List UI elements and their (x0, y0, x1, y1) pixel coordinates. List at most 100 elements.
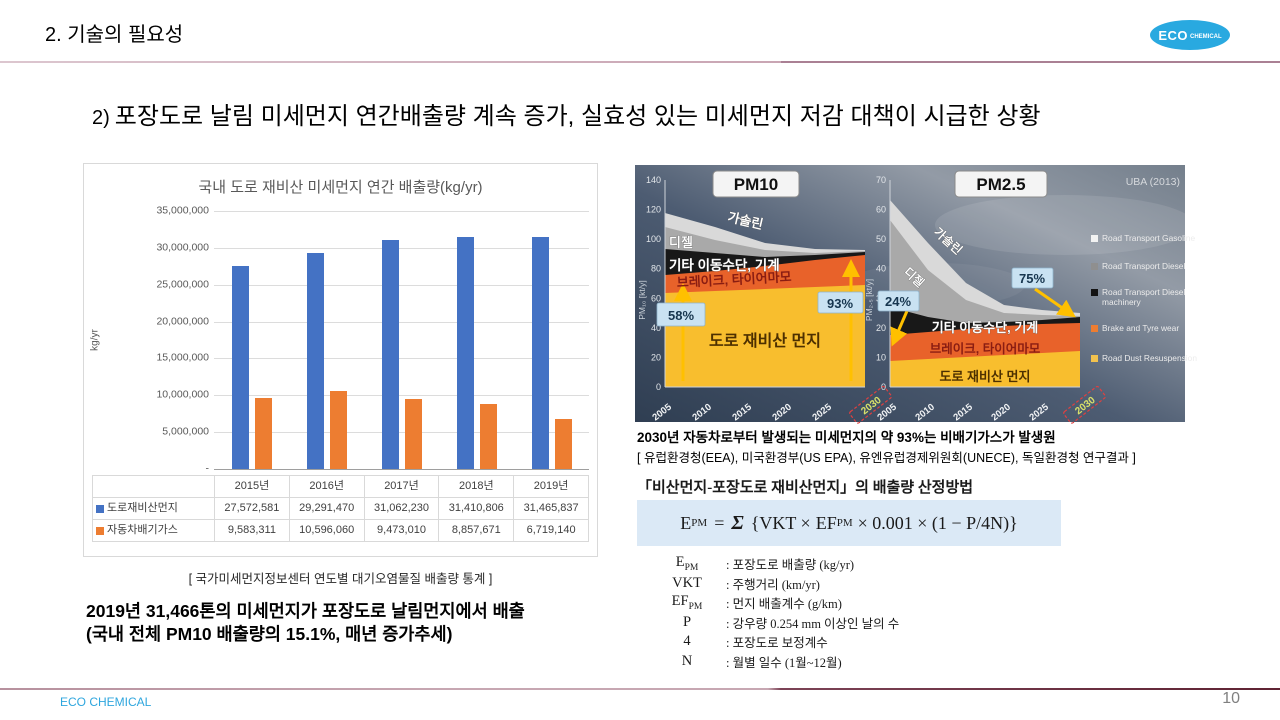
y-axis-gutter: kg/yr 35,000,000 30,000,000 25,000,000 20,0… (89, 204, 214, 474)
bar-group (439, 211, 514, 469)
definition-symbol: N (681, 652, 693, 669)
formula-mid: {VKT × (750, 512, 811, 533)
pm10-yticks: 140 120 100 80 60 40 20 0 (646, 175, 661, 392)
svg-text:50: 50 (876, 234, 886, 244)
pm25-pct-left: 24% (877, 290, 920, 312)
legend-swatch (1091, 325, 1098, 332)
table-value-cell: 9,473,010 (364, 520, 440, 542)
chart-source-caption: [ 국가미세먼지정보센터 연도별 대기오염물질 배출량 통계 ] (188, 572, 493, 586)
y-tick-label: 5,000,000 (162, 425, 209, 438)
definition-symbol: EPM (675, 554, 699, 574)
definition-description: : 월별 일수 (1월~12월) (726, 655, 842, 670)
formula-lhs: E (680, 512, 692, 533)
definition-symbol: P (682, 613, 692, 630)
svg-text:PM2.5: PM2.5 (976, 175, 1025, 194)
pm25-label-brake: 브레이크, 타이어마모 (930, 341, 1041, 356)
y-tick-label: 25,000,000 (156, 278, 209, 291)
gridline (214, 395, 589, 397)
svg-text:75%: 75% (1019, 271, 1045, 286)
footer-divider (0, 688, 1280, 690)
figure-legend: Road Transport Gasoline Road Transport Di… (1091, 233, 1197, 363)
y-axis-title: kg/yr (89, 329, 101, 351)
emissions-chart-panel: 국내 도로 재비산 미세먼지 연간 배출량(kg/yr) kg/yr 35,00… (83, 163, 598, 557)
svg-text:machinery: machinery (1102, 297, 1141, 307)
figure-caption: 2030년 자동차로부터 발생되는 미세먼지의 약 93%는 비배기가스가 발생… (637, 426, 1193, 466)
svg-text:Brake and Tyre wear: Brake and Tyre wear (1102, 323, 1179, 333)
bar (306, 253, 324, 469)
svg-text:60: 60 (876, 205, 886, 215)
pm25-axis-title: PM₂.₅ [kt/y] (864, 279, 874, 321)
figure-caption-bold: 2030년 자동차로부터 발생되는 미세먼지의 약 93%는 비배기가스가 발생… (637, 430, 1056, 445)
definition-row: VKT: 주행거리 (km/yr) (648, 574, 1066, 594)
y-tick-label: 20,000,000 (156, 314, 209, 327)
bar-group (514, 211, 589, 469)
table-value-cell: 31,465,837 (514, 498, 589, 520)
table-value-cell: 31,062,230 (364, 498, 440, 520)
gridline (214, 321, 589, 323)
bar (329, 390, 347, 469)
bar (404, 399, 422, 469)
svg-text:Road Transport Diesel: Road Transport Diesel (1102, 287, 1185, 297)
figure-source: UBA (2013) (1126, 176, 1180, 188)
y-tick-label: 10,000,000 (156, 388, 209, 401)
bar (254, 398, 272, 469)
chart-area: kg/yr 35,000,000 30,000,000 25,000,000 20,0… (89, 204, 589, 474)
definition-row: P: 강우량 0.254 mm 이상인 날의 수 (648, 613, 1066, 633)
pm25-label-dust: 도로 재비산 먼지 (940, 369, 1031, 384)
svg-text:60: 60 (651, 293, 661, 303)
definition-description: : 포장도로 보정계수 (726, 636, 828, 651)
gridline (214, 247, 589, 249)
gridline (214, 284, 589, 286)
bar (456, 237, 474, 469)
chart-title: 국내 도로 재비산 미세먼지 연간 배출량(kg/yr) (198, 179, 483, 196)
svg-text:Road Transport Diesel: Road Transport Diesel (1102, 261, 1185, 271)
bar-group (289, 211, 364, 469)
svg-text:20: 20 (876, 323, 886, 333)
table-corner (93, 476, 215, 498)
table-value-cell: 10,596,060 (289, 520, 365, 542)
bar (531, 237, 549, 469)
table-value-cell: 8,857,671 (439, 520, 515, 542)
pm10-title: PM10 (712, 170, 800, 198)
svg-text:58%: 58% (668, 308, 694, 323)
page-number: 10 (1222, 690, 1240, 707)
chart-table: 2015년 2016년 2017년 2018년 2019년 도로재비산먼지 27,572,5… (92, 475, 589, 542)
figure-caption-source: [ 유럽환경청(EEA), 미국환경부(US EPA), 유엔유럽경제위원회(U… (637, 451, 1136, 465)
y-tick-label: - (205, 462, 210, 475)
pm25-left-arrow (890, 310, 909, 347)
page-title: 2. 기술의 필요성 (45, 24, 184, 46)
bar (381, 240, 399, 469)
pm10-label-dust: 도로 재비산 먼지 (709, 332, 821, 350)
formula-lhs-sub: PM (691, 517, 708, 529)
definitions: EPM: 포장도로 배출량 (kg/yr) VKT: 주행거리 (km/yr) EF… (648, 554, 1066, 671)
legend-swatch (1091, 235, 1098, 242)
table-series-label: 자동차배기가스 (93, 520, 215, 542)
pm25-right-arrow (1034, 287, 1076, 318)
gridline (214, 469, 589, 470)
svg-text:100: 100 (646, 234, 661, 244)
pm10-label-diesel: 디젤 (669, 235, 693, 250)
definition-description: : 포장도로 배출량 (kg/yr) (726, 558, 855, 573)
svg-text:Road Dust Resuspension: Road Dust Resuspension (1102, 353, 1197, 363)
table-value-cell: 27,572,581 (215, 498, 290, 520)
key-finding-line2: (국내 전체 PM10 배출량의 15.1%, 매년 증가추세) (86, 624, 453, 645)
legend-swatch (1091, 355, 1098, 362)
svg-text:120: 120 (646, 205, 661, 215)
definition-symbol: 4 (683, 633, 691, 650)
svg-text:24%: 24% (885, 294, 911, 309)
bar-groups (214, 211, 589, 469)
pm10-label-brake: 브레이크, 타이어마모 (676, 269, 792, 290)
formula-ef: EF (815, 512, 837, 533)
pm10-pct-right: 93% (817, 291, 864, 314)
cloud-shape (935, 195, 1195, 255)
formula-tail: × 0.001 × (1 − P/4N)} (857, 512, 1018, 533)
gridline (214, 211, 589, 212)
footer-brand: ECO CHEMICAL (60, 695, 152, 709)
svg-text:70: 70 (876, 175, 886, 185)
bar-ylabels: 35,000,000 30,000,000 25,000,000 20,000,000… (123, 204, 209, 474)
definition-row: EPM : 포장도로 배출량 (kg/yr) (648, 554, 1066, 574)
legend-swatch (1091, 289, 1098, 296)
